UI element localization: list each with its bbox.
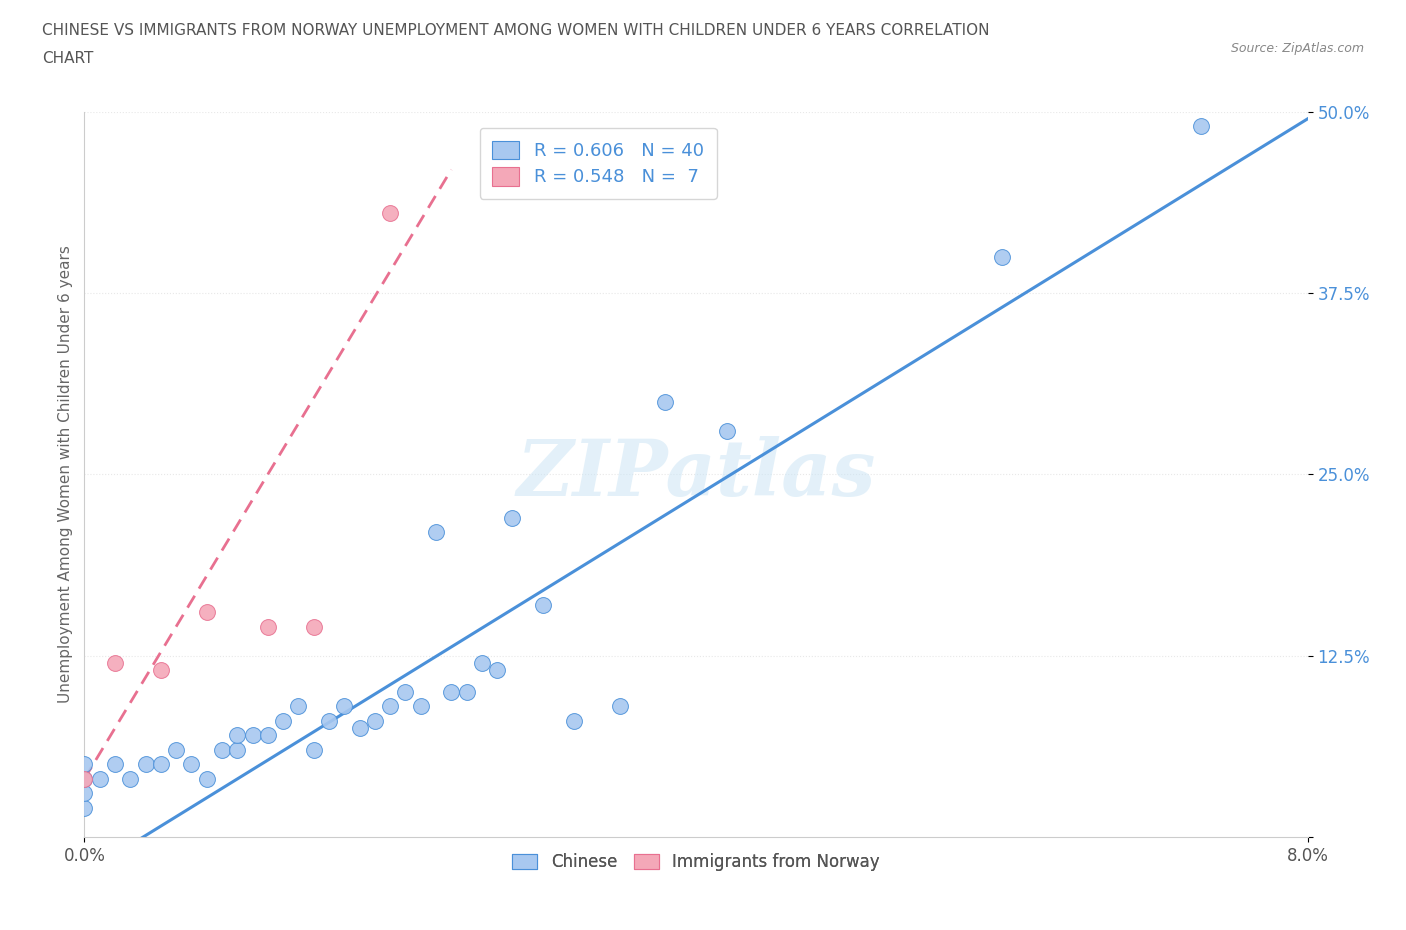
Point bbox=[440, 684, 463, 699]
Point bbox=[425, 525, 447, 539]
Point bbox=[149, 663, 172, 678]
Point bbox=[104, 656, 127, 671]
Point bbox=[654, 394, 676, 409]
Point bbox=[716, 423, 738, 438]
Point bbox=[271, 713, 294, 728]
Point bbox=[149, 757, 172, 772]
Point bbox=[180, 757, 202, 772]
Point bbox=[609, 699, 631, 714]
Point bbox=[456, 684, 478, 699]
Point bbox=[394, 684, 416, 699]
Point bbox=[257, 619, 280, 634]
Point bbox=[409, 699, 432, 714]
Text: Source: ZipAtlas.com: Source: ZipAtlas.com bbox=[1230, 42, 1364, 55]
Point bbox=[531, 597, 554, 612]
Point bbox=[73, 772, 96, 787]
Point bbox=[471, 656, 494, 671]
Point bbox=[226, 728, 249, 743]
Point bbox=[380, 206, 402, 220]
Point bbox=[211, 742, 233, 757]
Point bbox=[120, 772, 142, 787]
Point bbox=[89, 772, 111, 787]
Point bbox=[226, 742, 249, 757]
Point bbox=[302, 742, 325, 757]
Point bbox=[165, 742, 187, 757]
Point bbox=[364, 713, 387, 728]
Point bbox=[318, 713, 340, 728]
Point bbox=[257, 728, 280, 743]
Point bbox=[195, 604, 218, 619]
Point bbox=[104, 757, 127, 772]
Point bbox=[73, 772, 96, 787]
Point bbox=[333, 699, 356, 714]
Point bbox=[73, 757, 96, 772]
Point bbox=[73, 801, 96, 816]
Point bbox=[1189, 119, 1212, 134]
Legend: Chinese, Immigrants from Norway: Chinese, Immigrants from Norway bbox=[503, 844, 889, 880]
Text: ZIPatlas: ZIPatlas bbox=[516, 436, 876, 512]
Text: CHART: CHART bbox=[42, 51, 94, 66]
Point bbox=[562, 713, 585, 728]
Point bbox=[242, 728, 264, 743]
Point bbox=[135, 757, 157, 772]
Point bbox=[287, 699, 309, 714]
Point bbox=[380, 699, 402, 714]
Text: CHINESE VS IMMIGRANTS FROM NORWAY UNEMPLOYMENT AMONG WOMEN WITH CHILDREN UNDER 6: CHINESE VS IMMIGRANTS FROM NORWAY UNEMPL… bbox=[42, 23, 990, 38]
Point bbox=[991, 249, 1014, 264]
Point bbox=[502, 511, 524, 525]
Point bbox=[195, 772, 218, 787]
Y-axis label: Unemployment Among Women with Children Under 6 years: Unemployment Among Women with Children U… bbox=[58, 246, 73, 703]
Point bbox=[73, 786, 96, 801]
Point bbox=[349, 721, 371, 736]
Point bbox=[486, 663, 509, 678]
Point bbox=[302, 619, 325, 634]
